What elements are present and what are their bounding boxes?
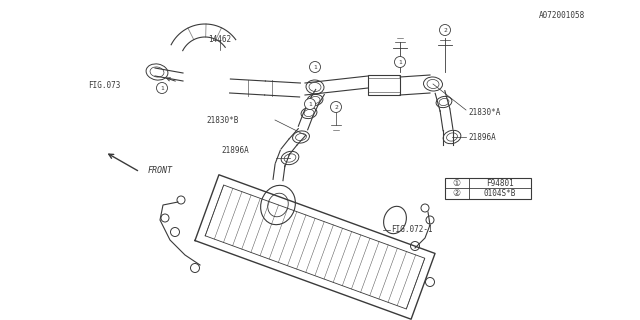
Text: 21896A: 21896A [221,146,249,155]
Text: 0104S*B: 0104S*B [484,189,516,198]
Text: 1: 1 [308,101,312,107]
Text: ①: ① [453,179,461,188]
Text: 2: 2 [334,105,338,109]
Text: FIG.073: FIG.073 [88,81,120,90]
Bar [445,178,531,199]
Text: FIG.072-1: FIG.072-1 [391,226,433,235]
Circle shape [440,25,451,36]
Circle shape [305,99,316,109]
Text: 14462: 14462 [209,35,232,44]
Text: ②: ② [453,189,461,198]
Text: 1: 1 [160,85,164,91]
Circle shape [330,101,342,113]
Text: 1: 1 [398,60,402,65]
Text: 2: 2 [443,28,447,33]
Circle shape [157,83,168,93]
Text: 1: 1 [313,65,317,69]
Text: FRONT: FRONT [148,165,173,174]
Text: F94801: F94801 [486,179,514,188]
Bar [368,75,400,95]
Circle shape [310,61,321,73]
Circle shape [394,57,406,68]
Text: 21896A: 21896A [468,132,496,141]
Text: 21830*A: 21830*A [468,108,500,116]
Text: 21830*B: 21830*B [206,116,238,124]
Text: A072001058: A072001058 [539,11,585,20]
